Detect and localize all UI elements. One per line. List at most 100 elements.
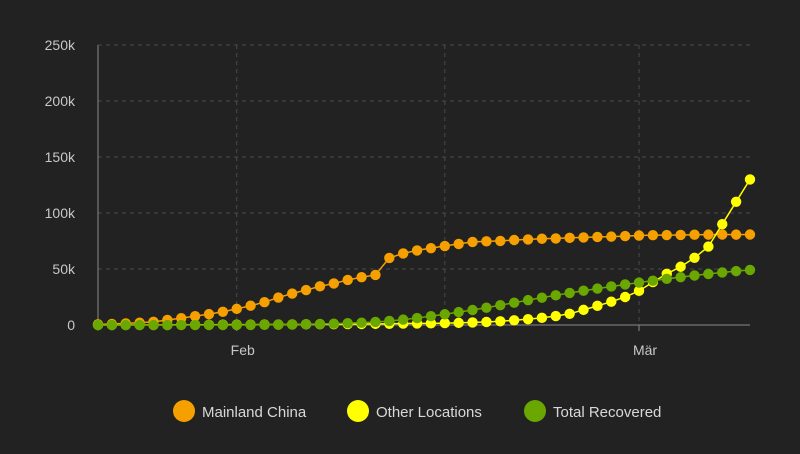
data-point[interactable] — [481, 302, 492, 313]
data-point[interactable] — [273, 319, 284, 330]
data-point[interactable] — [356, 317, 367, 328]
data-point[interactable] — [120, 319, 131, 331]
data-point[interactable] — [647, 275, 659, 286]
data-point[interactable] — [467, 317, 478, 328]
data-point[interactable] — [606, 231, 617, 242]
data-point[interactable] — [661, 229, 672, 241]
data-point[interactable] — [106, 319, 118, 331]
data-point[interactable] — [411, 312, 423, 324]
data-point[interactable] — [536, 292, 548, 303]
data-point[interactable] — [744, 264, 756, 276]
data-point[interactable] — [522, 313, 534, 325]
data-point[interactable] — [287, 288, 298, 299]
data-point[interactable] — [245, 319, 256, 331]
data-point[interactable] — [578, 232, 589, 243]
data-point[interactable] — [647, 229, 659, 241]
data-point[interactable] — [730, 265, 742, 277]
data-point[interactable] — [522, 234, 534, 245]
legend-item[interactable]: Mainland China — [173, 400, 307, 422]
data-point[interactable] — [578, 304, 589, 316]
data-point[interactable] — [633, 285, 645, 297]
data-point[interactable] — [508, 234, 520, 246]
data-point[interactable] — [439, 309, 451, 320]
data-point[interactable] — [370, 269, 381, 281]
data-point[interactable] — [481, 236, 492, 247]
data-point[interactable] — [536, 233, 548, 244]
data-point[interactable] — [633, 277, 645, 288]
data-point[interactable] — [633, 230, 645, 241]
data-point[interactable] — [203, 308, 215, 320]
legend-item[interactable]: Other Locations — [347, 400, 482, 422]
data-point[interactable] — [217, 319, 229, 331]
data-point[interactable] — [300, 319, 312, 330]
data-point[interactable] — [328, 278, 340, 289]
data-point[interactable] — [536, 312, 548, 324]
data-point[interactable] — [467, 236, 478, 248]
data-point[interactable] — [592, 300, 603, 312]
legend-item[interactable]: Total Recovered — [524, 400, 661, 422]
data-point[interactable] — [245, 300, 256, 311]
data-point[interactable] — [675, 261, 686, 272]
data-point[interactable] — [259, 319, 270, 330]
data-point[interactable] — [675, 271, 686, 283]
data-point[interactable] — [619, 291, 631, 303]
data-point[interactable] — [578, 285, 589, 296]
data-point[interactable] — [92, 319, 104, 331]
data-point[interactable] — [425, 310, 437, 322]
data-point[interactable] — [689, 270, 700, 281]
data-point[interactable] — [217, 306, 229, 317]
data-point[interactable] — [453, 238, 464, 250]
data-point[interactable] — [661, 273, 672, 285]
data-point[interactable] — [550, 233, 561, 244]
data-point[interactable] — [675, 229, 686, 241]
data-point[interactable] — [522, 294, 534, 306]
data-point[interactable] — [453, 306, 464, 318]
data-point[interactable] — [689, 252, 700, 263]
data-point[interactable] — [411, 245, 423, 256]
data-point[interactable] — [592, 231, 603, 243]
data-point[interactable] — [425, 242, 437, 254]
data-point[interactable] — [314, 318, 326, 330]
data-point[interactable] — [606, 281, 617, 292]
data-point[interactable] — [203, 319, 215, 331]
data-point[interactable] — [134, 319, 145, 331]
data-point[interactable] — [730, 229, 742, 240]
data-point[interactable] — [162, 319, 173, 331]
data-point[interactable] — [453, 317, 464, 329]
data-point[interactable] — [703, 229, 714, 240]
data-point[interactable] — [300, 284, 312, 296]
data-point[interactable] — [231, 303, 242, 315]
data-point[interactable] — [356, 271, 367, 283]
data-point[interactable] — [342, 274, 353, 286]
data-point[interactable] — [717, 219, 728, 230]
data-point[interactable] — [606, 296, 617, 307]
data-point[interactable] — [259, 296, 270, 308]
data-point[interactable] — [564, 287, 575, 299]
data-point[interactable] — [619, 279, 631, 290]
data-point[interactable] — [397, 248, 409, 259]
data-point[interactable] — [744, 229, 756, 240]
data-point[interactable] — [495, 299, 506, 311]
legend[interactable]: Mainland China Other Locations Total Recov… — [173, 400, 661, 422]
data-point[interactable] — [717, 229, 728, 240]
data-point[interactable] — [550, 310, 561, 322]
data-point[interactable] — [508, 315, 520, 326]
data-point[interactable] — [467, 304, 478, 316]
data-point[interactable] — [148, 319, 159, 331]
data-point[interactable] — [287, 319, 298, 330]
data-point[interactable] — [189, 319, 201, 331]
data-point[interactable] — [730, 196, 742, 207]
data-point[interactable] — [564, 232, 575, 244]
data-point[interactable] — [176, 319, 187, 331]
data-point[interactable] — [273, 292, 284, 303]
data-point[interactable] — [744, 174, 756, 185]
data-point[interactable] — [189, 310, 201, 322]
data-point[interactable] — [550, 290, 561, 301]
data-point[interactable] — [314, 281, 326, 292]
data-point[interactable] — [495, 316, 506, 327]
data-point[interactable] — [342, 318, 353, 329]
data-point[interactable] — [370, 316, 381, 328]
data-point[interactable] — [384, 252, 395, 264]
data-point[interactable] — [703, 268, 714, 280]
data-point[interactable] — [508, 297, 520, 308]
